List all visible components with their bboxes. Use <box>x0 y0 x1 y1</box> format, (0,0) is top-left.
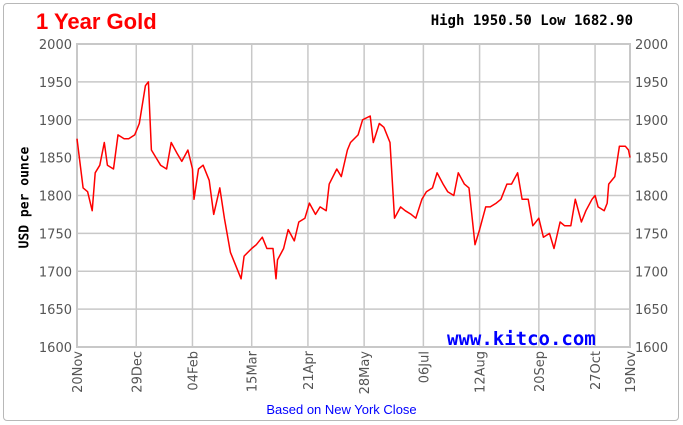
y-tick-label-left: 1950 <box>39 76 72 91</box>
kitco-watermark[interactable]: www.kitco.com <box>447 328 596 350</box>
y-tick-label-right: 1750 <box>635 227 668 242</box>
x-tick-label: 19Nov <box>624 351 639 393</box>
y-tick-label-right: 1850 <box>635 152 668 167</box>
x-tick-label: 27Oct <box>589 351 604 390</box>
x-tick-label: 04Feb <box>186 351 201 391</box>
y-tick-label-right: 1650 <box>635 303 668 318</box>
y-tick-label-left: 1700 <box>39 265 72 280</box>
y-tick-label-right: 2000 <box>635 38 668 53</box>
y-tick-label-right: 1900 <box>635 114 668 129</box>
chart-title: 1 Year Gold <box>36 9 157 34</box>
gold-price-line <box>76 81 631 280</box>
x-tick-label: 29Dec <box>130 351 145 393</box>
y-tick-label-right: 1950 <box>635 76 668 91</box>
x-tick-label: 20Sep <box>533 351 548 392</box>
footer-note: Based on New York Close <box>266 402 417 417</box>
y-tick-label-right: 1800 <box>635 190 668 205</box>
x-tick-label: 15Mar <box>246 350 261 392</box>
y-tick-label-left: 1650 <box>39 303 72 318</box>
x-tick-label: 06Jul <box>417 351 432 383</box>
y-tick-label-left: 1850 <box>39 152 72 167</box>
y-tick-label-right: 1600 <box>635 341 668 356</box>
x-tick-label: 21Apr <box>302 350 317 390</box>
x-tick-label: 28May <box>358 351 373 395</box>
y-tick-label-left: 1900 <box>39 114 72 129</box>
x-tick-label: 12Aug <box>474 351 489 393</box>
y-tick-label-left: 1800 <box>39 190 72 205</box>
y-tick-label-right: 1700 <box>635 265 668 280</box>
chart-frame <box>3 3 679 421</box>
y-tick-label-left: 1750 <box>39 227 72 242</box>
y-tick-label-left: 2000 <box>39 38 72 53</box>
high-low-readout: High 1950.50 Low 1682.90 <box>430 13 633 29</box>
y-tick-label-left: 1600 <box>39 341 72 356</box>
x-tick-label: 20Nov <box>71 351 86 393</box>
